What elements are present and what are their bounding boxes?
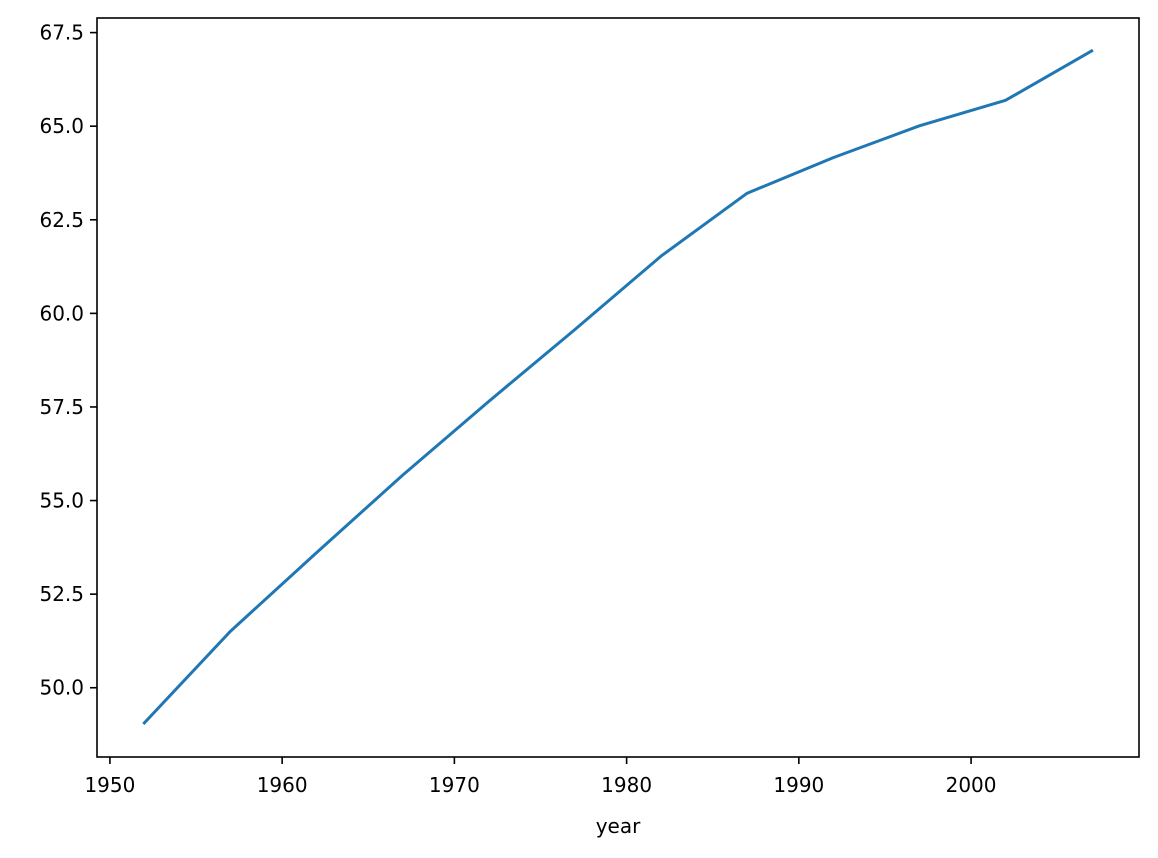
- y-tick-label: 67.5: [39, 21, 84, 45]
- y-tick-label: 65.0: [39, 114, 84, 138]
- x-tick-label: 1990: [773, 773, 824, 797]
- x-tick-label: 1980: [601, 773, 652, 797]
- y-tick-label: 57.5: [39, 395, 84, 419]
- y-tick-label: 62.5: [39, 208, 84, 232]
- plot-area: [142, 48, 1094, 726]
- y-tick-label: 55.0: [39, 489, 84, 513]
- x-axis-label: year: [596, 814, 641, 838]
- series-line: [142, 48, 1094, 726]
- y-tick-label: 60.0: [39, 301, 84, 325]
- x-axis-ticks: 1950 1960 1970 1980 1990 2000: [84, 757, 997, 797]
- y-axis-ticks: 50.0 52.5 55.0 57.5 60.0 62.5 65.0 67.5: [39, 21, 97, 700]
- axes-frame: [96, 17, 1140, 758]
- x-tick-label: 1960: [257, 773, 308, 797]
- y-tick-label: 50.0: [39, 676, 84, 700]
- y-tick-label: 52.5: [39, 582, 84, 606]
- x-tick-label: 2000: [946, 773, 997, 797]
- x-tick-label: 1970: [429, 773, 480, 797]
- x-tick-label: 1950: [84, 773, 135, 797]
